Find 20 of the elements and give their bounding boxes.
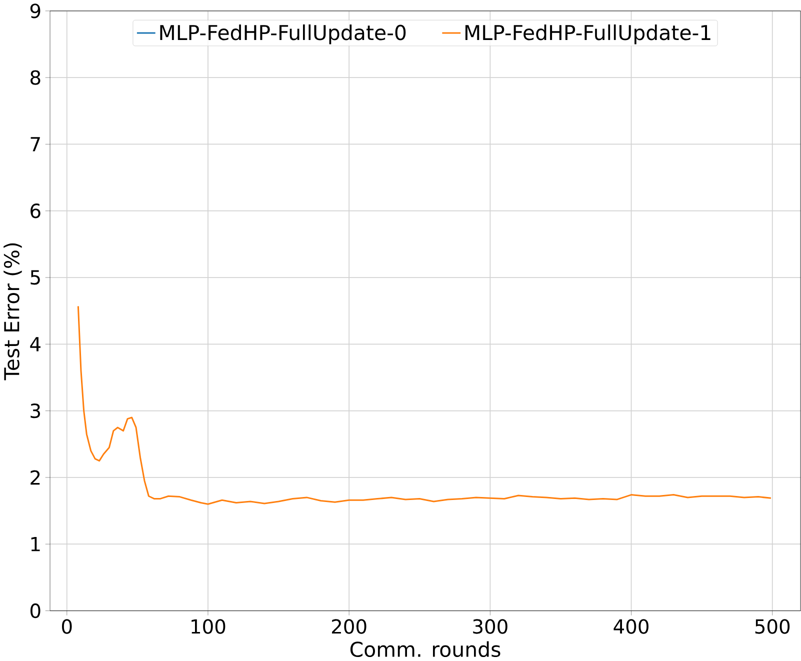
- x-tick-label: 300: [473, 619, 508, 634]
- y-tick-label: 0: [30, 604, 40, 618]
- legend-label: MLP-FedHP-FullUpdate-0: [160, 24, 406, 44]
- legend-label: MLP-FedHP-FullUpdate-1: [465, 24, 710, 44]
- x-tick-label: 0: [62, 619, 72, 634]
- y-tick-label: 2: [30, 470, 40, 485]
- y-tick-label: 4: [30, 337, 40, 352]
- y-tick-label: 7: [30, 137, 40, 152]
- y-tick-label: 3: [30, 404, 40, 418]
- y-tick-label: 6: [30, 204, 40, 218]
- y-tick-label: 1: [31, 537, 40, 552]
- y-tick-label: 9: [30, 4, 40, 18]
- y-tick-label: 8: [30, 70, 40, 86]
- x-tick-label: 500: [755, 619, 790, 634]
- y-tick-label: 5: [30, 270, 40, 285]
- x-tick-label: 200: [332, 619, 366, 634]
- y-axis-title: Test Error (%): [4, 244, 22, 380]
- x-tick-label: 400: [614, 619, 648, 634]
- x-tick-label: 100: [192, 619, 226, 634]
- x-axis-title: Comm. rounds: [350, 641, 500, 658]
